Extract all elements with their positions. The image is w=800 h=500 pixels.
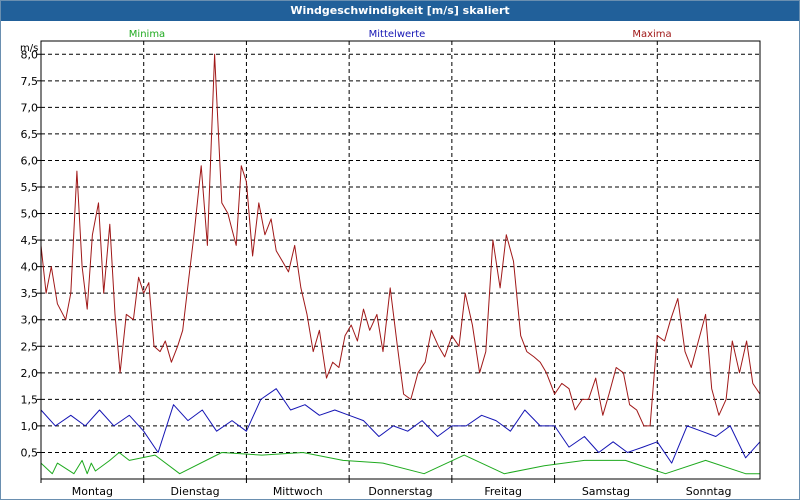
series-line-minima bbox=[40, 452, 760, 475]
y-tick-label: 0,5 bbox=[21, 446, 39, 459]
y-axis-label: m/s bbox=[20, 43, 38, 54]
line-chart: Minima Mittelwerte Maxima m/s 0,5 1,0 1,5 2,0… bbox=[20, 29, 761, 498]
series-line-maxima bbox=[40, 53, 761, 427]
y-tick-label: 5,5 bbox=[21, 181, 39, 194]
y-tick-label: 4,0 bbox=[21, 261, 39, 274]
x-tick-weekday: Samstag bbox=[582, 485, 630, 498]
y-tick-label: 1,0 bbox=[21, 420, 39, 433]
x-axis-ticks: Montag20.10.14Dienstag21.10.14Mittwoch22… bbox=[40, 479, 732, 498]
y-tick-label: 3,0 bbox=[21, 314, 39, 327]
y-tick-label: 6,0 bbox=[21, 154, 39, 167]
vertical-gridlines bbox=[143, 41, 658, 479]
y-tick-label: 3,5 bbox=[21, 287, 39, 300]
y-tick-label: 7,0 bbox=[21, 101, 39, 114]
plot-frame bbox=[40, 40, 761, 480]
x-tick-weekday: Montag bbox=[72, 485, 113, 498]
y-tick-label: 4,5 bbox=[21, 234, 39, 247]
y-tick-label: 2,5 bbox=[21, 340, 39, 353]
y-tick-label: 1,5 bbox=[21, 393, 39, 406]
horizontal-gridlines bbox=[41, 53, 760, 453]
x-tick-weekday: Freitag bbox=[484, 485, 522, 498]
window-title: Windgeschwindigkeit [m/s] skaliert bbox=[1, 1, 799, 21]
x-tick-weekday: Mittwoch bbox=[273, 485, 323, 498]
legend-mittelwerte: Mittelwerte bbox=[369, 29, 426, 40]
chart-legend: Minima Mittelwerte Maxima bbox=[129, 29, 672, 40]
y-tick-label: 2,0 bbox=[21, 367, 39, 380]
x-tick-weekday: Sonntag bbox=[686, 485, 732, 498]
x-tick-weekday: Donnerstag bbox=[368, 485, 432, 498]
legend-maxima: Maxima bbox=[632, 29, 671, 40]
y-axis-ticks: 0,5 1,0 1,5 2,0 2,5 3,0 3,5 4,0 4,5 5,0 5,5 6,0 6,5 7… bbox=[21, 48, 41, 459]
y-tick-label: 8,0 bbox=[21, 48, 39, 61]
y-tick-label: 5,0 bbox=[21, 208, 39, 221]
legend-minima: Minima bbox=[129, 29, 165, 40]
y-tick-label: 6,5 bbox=[21, 128, 39, 141]
y-tick-label: 7,5 bbox=[21, 75, 39, 88]
series-layer bbox=[40, 53, 761, 475]
x-tick-weekday: Dienstag bbox=[171, 485, 220, 498]
series-line-mittelwerte bbox=[40, 388, 761, 464]
